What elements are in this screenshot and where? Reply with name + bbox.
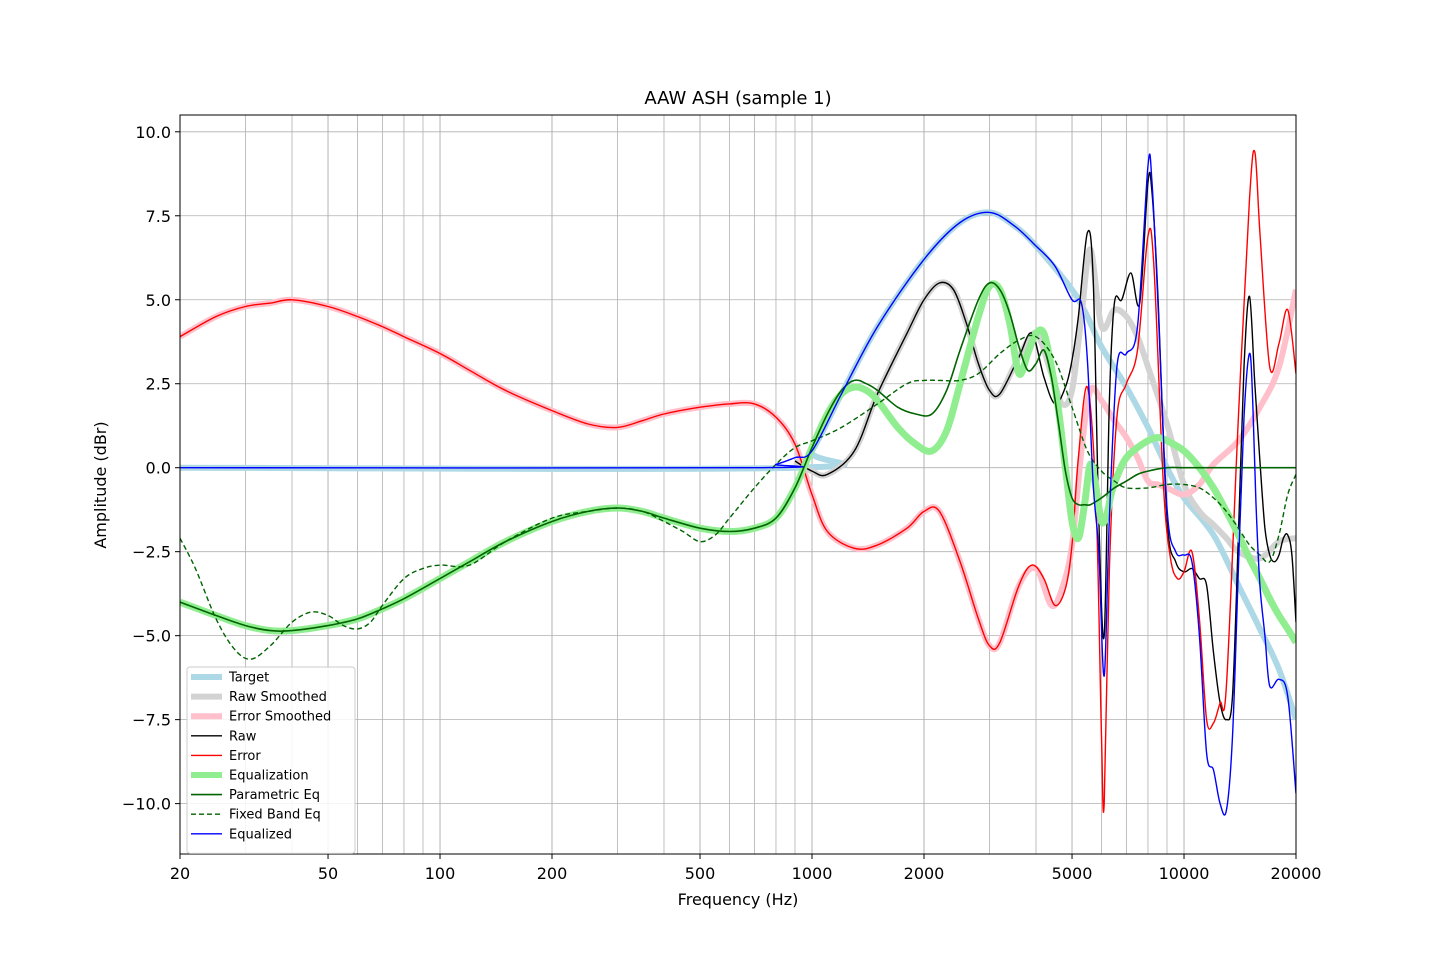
y-tick-label: 5.0 (146, 291, 171, 310)
series-line-parametric-eq (180, 281, 1296, 633)
plot-frame (179, 114, 1297, 855)
y-tick-label: 0.0 (146, 459, 171, 478)
plot-series-group (180, 149, 1296, 816)
series-line-error (180, 149, 1296, 813)
legend-label: Raw Smoothed (229, 690, 327, 705)
series-line-raw (794, 171, 1296, 721)
y-tick-label: 7.5 (146, 207, 171, 226)
series-layer (180, 149, 1296, 816)
x-tick-label: 10000 (1159, 864, 1210, 883)
x-tick-label: 2000 (904, 864, 945, 883)
y-tick-label: −5.0 (132, 627, 171, 646)
series-line-fixed-band-eq (180, 334, 1296, 660)
x-tick-label: 200 (537, 864, 568, 883)
legend-label: Raw (229, 729, 257, 744)
legend-label: Equalized (229, 827, 292, 842)
legend: Target Raw Smoothed Error Smoothed Raw Error… (186, 666, 356, 854)
series-line-equalized (180, 153, 1296, 816)
x-tick-label: 20000 (1271, 864, 1322, 883)
axis-ticks: 20 50 100 200 500 1000 2000 5000 10000 20000 −10.0… (122, 123, 1321, 883)
x-tick-label: 50 (318, 864, 338, 883)
y-axis-label: Amplitude (dBr) (91, 421, 110, 548)
x-tick-label: 500 (685, 864, 716, 883)
x-axis-label: Frequency (Hz) (678, 890, 799, 909)
legend-label: Parametric Eq (229, 788, 320, 803)
y-tick-label: 10.0 (135, 123, 171, 142)
legend-label: Equalization (229, 769, 309, 784)
legend-label: Error (229, 749, 261, 764)
legend-label: Fixed Band Eq (229, 808, 321, 823)
legend-label: Target (228, 671, 269, 686)
y-tick-label: −2.5 (132, 543, 171, 562)
x-tick-label: 1000 (792, 864, 833, 883)
x-tick-label: 100 (425, 864, 456, 883)
chart-title: AAW ASH (sample 1) (644, 88, 831, 109)
y-tick-label: −7.5 (132, 711, 171, 730)
x-tick-label: 5000 (1052, 864, 1093, 883)
y-tick-label: 2.5 (146, 375, 171, 394)
y-tick-label: −10.0 (122, 795, 171, 814)
legend-label: Error Smoothed (229, 710, 331, 725)
x-tick-label: 20 (170, 864, 190, 883)
legend-frame (186, 666, 356, 854)
